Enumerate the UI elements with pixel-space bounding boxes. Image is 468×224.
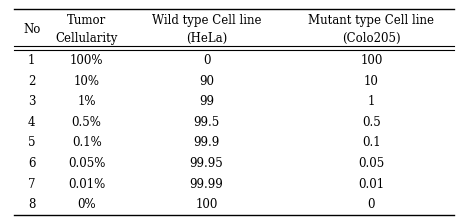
Text: 100: 100 [360,54,383,67]
Text: 1: 1 [368,95,375,108]
Text: Wild type Cell line: Wild type Cell line [152,14,261,27]
Text: 0.01%: 0.01% [68,178,105,191]
Text: (HeLa): (HeLa) [186,32,227,45]
Text: 6: 6 [28,157,36,170]
Text: 100%: 100% [70,54,103,67]
Text: 0.05%: 0.05% [68,157,105,170]
Text: 99.95: 99.95 [190,157,223,170]
Text: 2: 2 [28,75,35,88]
Text: 7: 7 [28,178,36,191]
Text: 0.05: 0.05 [358,157,385,170]
Text: 3: 3 [28,95,36,108]
Text: 99.9: 99.9 [193,136,219,149]
Text: Tumor: Tumor [67,14,106,27]
Text: 0: 0 [203,54,210,67]
Text: 0.1: 0.1 [362,136,381,149]
Text: 99: 99 [199,95,214,108]
Text: 0: 0 [368,198,375,211]
Text: 5: 5 [28,136,36,149]
Text: 1%: 1% [77,95,96,108]
Text: 4: 4 [28,116,36,129]
Text: 8: 8 [28,198,35,211]
Text: 0.5: 0.5 [362,116,381,129]
Text: (Colo205): (Colo205) [342,32,401,45]
Text: 1: 1 [28,54,35,67]
Text: 90: 90 [199,75,214,88]
Text: 0%: 0% [77,198,96,211]
Text: 10: 10 [364,75,379,88]
Text: 0.01: 0.01 [358,178,385,191]
Text: No: No [23,23,40,36]
Text: 10%: 10% [73,75,100,88]
Text: 100: 100 [195,198,218,211]
Text: 99.5: 99.5 [193,116,219,129]
Text: 0.1%: 0.1% [72,136,102,149]
Text: 0.5%: 0.5% [72,116,102,129]
Text: Cellularity: Cellularity [55,32,118,45]
Text: 99.99: 99.99 [190,178,223,191]
Text: Mutant type Cell line: Mutant type Cell line [308,14,434,27]
